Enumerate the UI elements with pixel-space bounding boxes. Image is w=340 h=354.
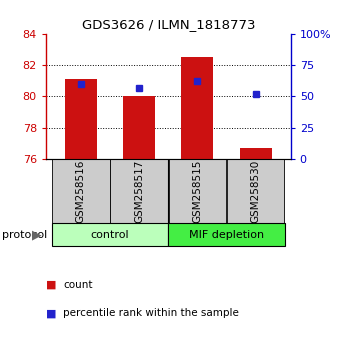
Text: protocol: protocol [2, 230, 47, 240]
Text: GSM258515: GSM258515 [192, 160, 202, 223]
Bar [168, 223, 285, 246]
Text: GSM258530: GSM258530 [251, 160, 261, 223]
Title: GDS3626 / ILMN_1818773: GDS3626 / ILMN_1818773 [82, 18, 255, 31]
Text: ▶: ▶ [32, 228, 41, 241]
Text: count: count [63, 280, 92, 290]
Bar [123, 96, 155, 159]
Bar [52, 159, 109, 223]
Bar [227, 159, 285, 223]
Bar [110, 159, 168, 223]
Text: MIF depletion: MIF depletion [189, 230, 264, 240]
Bar [52, 223, 168, 246]
Text: percentile rank within the sample: percentile rank within the sample [63, 308, 239, 318]
Bar [65, 79, 97, 159]
Text: control: control [91, 230, 129, 240]
Bar [169, 159, 226, 223]
Bar [240, 148, 272, 159]
Text: GSM258516: GSM258516 [76, 160, 86, 223]
Bar [182, 57, 214, 159]
Text: GSM258517: GSM258517 [134, 160, 144, 223]
Text: ■: ■ [46, 280, 56, 290]
Text: ■: ■ [46, 308, 56, 318]
